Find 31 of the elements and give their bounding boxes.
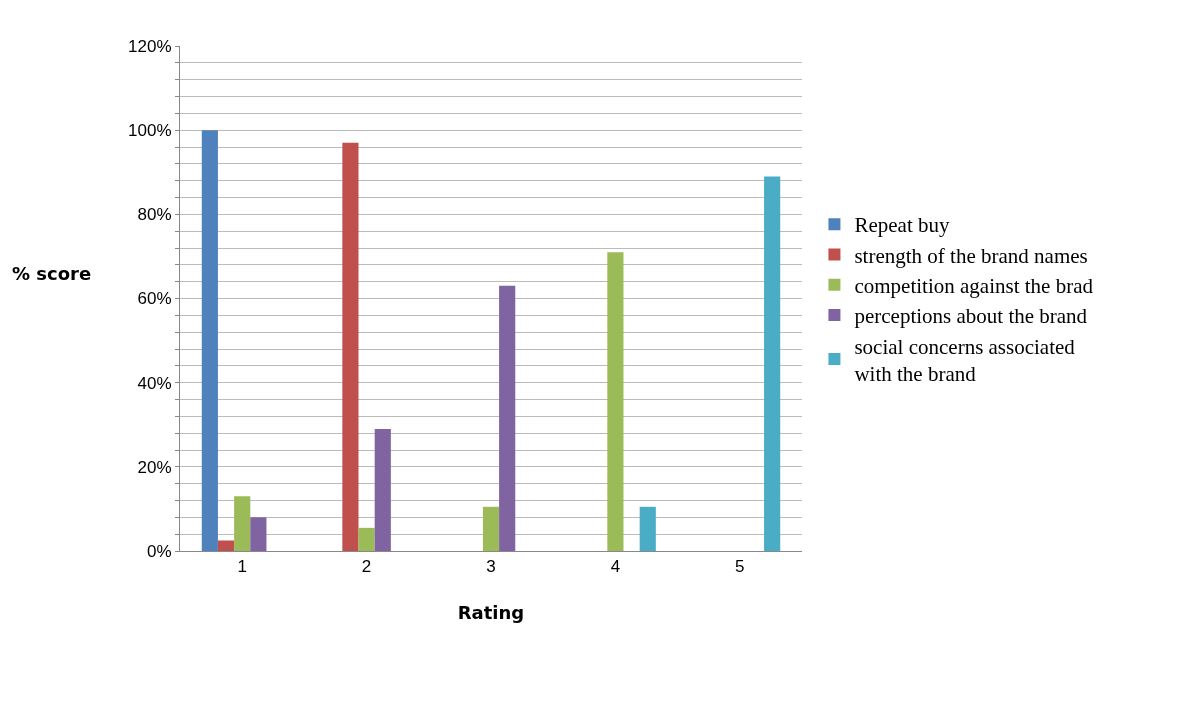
bar [234, 496, 251, 551]
bar [764, 176, 781, 551]
y-tick-label: 20% [137, 457, 172, 477]
bar [374, 428, 391, 551]
bar [639, 506, 656, 551]
bar [499, 285, 516, 551]
legend-label: perceptions about the brand [854, 304, 1088, 329]
legend-label: competition against the brad [854, 273, 1094, 298]
x-tick-label: 4 [610, 557, 621, 577]
y-tick-label: 80% [137, 205, 172, 225]
bar [217, 540, 235, 551]
bar [482, 506, 500, 551]
legend-label: social concerns associated with the brand [854, 334, 1076, 386]
x-tick-label: 1 [237, 557, 247, 577]
bar [342, 142, 359, 551]
y-tick-label: 0% [147, 541, 172, 561]
x-tick-label: 5 [735, 557, 745, 577]
y-tick-label: 100% [128, 121, 172, 141]
bar [250, 517, 267, 551]
legend-label: strength of the brand names [854, 243, 1088, 268]
x-tick-label: 2 [361, 557, 372, 577]
bar [607, 252, 624, 551]
y-tick-label: 40% [137, 373, 172, 393]
y-axis-title: % score [12, 263, 92, 284]
y-tick-label: 120% [128, 36, 172, 56]
x-tick-label: 3 [486, 557, 496, 577]
legend-label: Repeat buy [854, 213, 950, 238]
x-axis-title: Rating [457, 601, 525, 623]
bar [358, 527, 375, 551]
y-tick-label: 60% [137, 289, 172, 309]
bar [201, 130, 218, 551]
